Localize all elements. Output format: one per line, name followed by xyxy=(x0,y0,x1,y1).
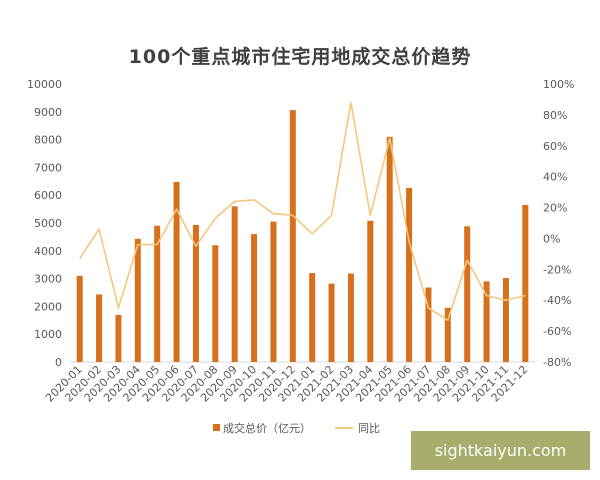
right-axis-tick-label: -80% xyxy=(543,356,571,369)
right-axis-tick-label: 80% xyxy=(543,109,567,122)
right-axis-tick-label: -60% xyxy=(543,325,571,338)
left-axis-tick-label: 3000 xyxy=(34,273,62,286)
bar xyxy=(76,275,83,362)
right-axis-tick-label: 40% xyxy=(543,171,567,184)
left-axis-tick-label: 0 xyxy=(55,356,62,369)
bar xyxy=(444,307,451,362)
bar xyxy=(522,204,529,362)
bar xyxy=(367,220,374,362)
left-axis-tick-label: 4000 xyxy=(34,245,62,258)
bar xyxy=(115,315,122,362)
line-series xyxy=(79,101,526,322)
left-axis-tick-label: 2000 xyxy=(34,300,62,313)
left-axis-tick-label: 10000 xyxy=(27,78,62,91)
bar xyxy=(96,294,103,362)
bar xyxy=(289,110,296,362)
x-axis-ticks: 2020-012020-022020-032020-042020-052020-… xyxy=(43,363,530,405)
bar xyxy=(212,245,219,362)
left-axis-tick-label: 9000 xyxy=(34,106,62,119)
bar xyxy=(483,281,490,362)
chart-title: 100个重点城市住宅用地成交总价趋势 xyxy=(128,46,472,68)
bar xyxy=(464,226,471,362)
bar xyxy=(192,224,199,362)
bar xyxy=(425,287,432,362)
right-axis-tick-label: 0% xyxy=(543,232,560,245)
bar xyxy=(231,206,238,362)
bar xyxy=(502,278,509,362)
right-axis-tick-label: -40% xyxy=(543,294,571,307)
bar-series xyxy=(76,110,529,362)
right-axis-tick-label: 20% xyxy=(543,202,567,215)
right-axis-tick-label: 60% xyxy=(543,140,567,153)
bar xyxy=(270,221,277,362)
bar xyxy=(134,238,141,362)
bar xyxy=(406,187,413,362)
left-axis-ticks: 0 1000 2000 3000 4000 5000 6000 7000 8000 9000 100… xyxy=(27,78,62,369)
legend-line-label: 同比 xyxy=(358,422,380,435)
bar xyxy=(309,273,316,362)
right-axis-ticks: -80% -60% -40% -20% 0% 20% 40% 60% 80% 100% xyxy=(543,78,574,369)
left-axis-tick-label: 5000 xyxy=(34,217,62,230)
left-axis-tick-label: 8000 xyxy=(34,134,62,147)
right-axis-tick-label: 100% xyxy=(543,78,574,91)
bar xyxy=(328,283,335,362)
right-axis-tick-label: -20% xyxy=(543,263,571,276)
bar xyxy=(154,225,161,362)
bar xyxy=(173,181,180,362)
legend: 成交总价（亿元） 同比 xyxy=(213,421,380,435)
legend-bar-label: 成交总价（亿元） xyxy=(223,421,311,435)
left-axis-tick-label: 6000 xyxy=(34,189,62,202)
left-axis-tick-label: 7000 xyxy=(34,161,62,174)
bar xyxy=(347,273,354,362)
bar xyxy=(386,136,393,362)
watermark-badge: sightkaiyun.com xyxy=(411,431,590,470)
bar xyxy=(251,234,258,362)
legend-bar-swatch xyxy=(213,424,220,431)
yoy-line xyxy=(79,101,526,322)
left-axis-tick-label: 1000 xyxy=(34,328,62,341)
